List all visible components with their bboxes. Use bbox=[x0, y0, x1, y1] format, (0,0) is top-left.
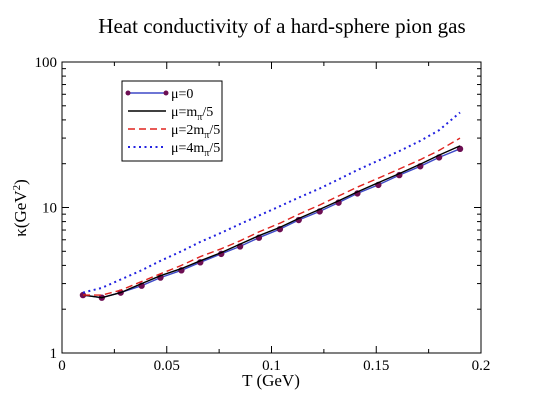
y-tick-label: 1 bbox=[50, 346, 58, 362]
y-axis-label-main: κ(GeV bbox=[11, 190, 30, 237]
legend-label-4: μ=4mπ/5 bbox=[171, 141, 220, 159]
x-tick-label: 0.2 bbox=[472, 358, 491, 374]
y-axis-label-tail: ) bbox=[11, 179, 30, 185]
legend-text-part: μ=m bbox=[171, 105, 197, 120]
x-tick-label: 0.05 bbox=[154, 358, 180, 374]
legend-marker bbox=[125, 90, 131, 96]
legend-text-part: /5 bbox=[209, 141, 220, 156]
y-tick-label: 100 bbox=[35, 55, 58, 71]
legend-subscript: π bbox=[197, 112, 202, 123]
y-axis-label-exponent: 2 bbox=[11, 185, 23, 191]
series-line-2 bbox=[82, 145, 461, 299]
x-axis-label: T (GeV) bbox=[242, 371, 300, 390]
legend-text-part: /5 bbox=[209, 123, 220, 138]
legend-box bbox=[121, 80, 223, 162]
chart-title: Heat conductivity of a hard-sphere pion … bbox=[98, 14, 465, 38]
plot-area: 0 0.05 0.1 0.15 0.2110100μ=0μ=mπ/5μ=2mπ/5μ=4… bbox=[35, 55, 491, 374]
y-tick-label: 10 bbox=[42, 201, 57, 217]
legend-subscript: π bbox=[204, 130, 209, 141]
series-line-1 bbox=[82, 148, 461, 299]
legend-subscript: π bbox=[204, 148, 209, 159]
legend-text-part: μ=0 bbox=[171, 87, 193, 102]
series-line-3 bbox=[83, 137, 461, 296]
legend-text-part: μ=4m bbox=[171, 141, 204, 156]
legend-label-1: μ=0 bbox=[171, 87, 193, 102]
legend-text-part: μ=2m bbox=[171, 123, 204, 138]
legend-label-3: μ=2mπ/5 bbox=[171, 123, 220, 141]
legend-marker bbox=[163, 90, 169, 96]
y-axis-label: κ(GeV2) bbox=[11, 179, 30, 237]
x-tick-label: 0.15 bbox=[363, 358, 389, 374]
legend-text-part: /5 bbox=[202, 105, 213, 120]
legend-label-2: μ=mπ/5 bbox=[171, 105, 213, 123]
series-line-4 bbox=[82, 111, 461, 294]
x-tick-label: 0.1 bbox=[262, 358, 281, 374]
x-tick-label: 0 bbox=[58, 358, 66, 374]
